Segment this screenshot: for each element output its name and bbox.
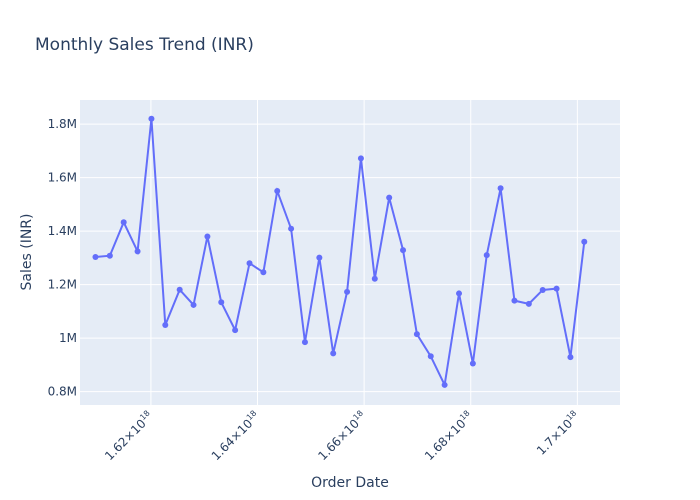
y-tick-label: 1M xyxy=(59,331,77,345)
data-point xyxy=(525,300,532,307)
data-point xyxy=(386,194,393,201)
data-point xyxy=(316,254,323,261)
plot-area xyxy=(80,100,620,405)
data-point xyxy=(553,285,560,292)
x-tick-labels: 1.62×1018 1.64×1018 1.66×1018 1.68×1018 1.7×… xyxy=(101,409,582,464)
data-point xyxy=(274,187,281,194)
data-point xyxy=(413,331,420,338)
data-points xyxy=(92,115,588,388)
data-point xyxy=(427,353,434,360)
data-point xyxy=(441,381,448,388)
y-tick-label: 1.2M xyxy=(48,278,77,292)
data-point xyxy=(567,354,574,361)
data-point xyxy=(162,322,169,329)
x-axis-title: Order Date xyxy=(311,475,389,491)
x-tick-label: 1.66×1018 xyxy=(315,409,370,464)
data-point xyxy=(204,233,211,240)
data-point xyxy=(357,155,364,162)
data-point xyxy=(371,275,378,282)
y-tick-labels: 0.8M 1M 1.2M 1.4M 1.6M 1.8M xyxy=(48,117,77,399)
x-tick-label: 1.7×1018 xyxy=(533,409,582,458)
data-point xyxy=(581,238,588,245)
data-point xyxy=(190,301,197,308)
data-point xyxy=(92,254,99,261)
data-point xyxy=(288,225,295,232)
y-tick-label: 1.6M xyxy=(48,171,77,185)
data-point xyxy=(511,297,518,304)
data-point xyxy=(246,260,253,267)
y-axis-title: Sales (INR) xyxy=(19,214,35,291)
data-point xyxy=(232,327,239,334)
chart-title: Monthly Sales Trend (INR) xyxy=(35,35,254,55)
data-point xyxy=(106,252,113,259)
data-point xyxy=(539,286,546,293)
y-gridlines xyxy=(80,123,620,393)
y-tick-label: 1.4M xyxy=(48,224,77,238)
x-tick-label: 1.68×1018 xyxy=(421,409,476,464)
data-point xyxy=(497,185,504,192)
data-point xyxy=(148,115,155,122)
data-point xyxy=(330,350,337,357)
data-point xyxy=(260,269,267,276)
data-point xyxy=(120,219,127,226)
data-point xyxy=(176,286,183,293)
data-point xyxy=(469,360,476,367)
data-point xyxy=(301,339,308,346)
data-point xyxy=(483,252,490,259)
data-point xyxy=(456,290,463,297)
y-tick-label: 0.8M xyxy=(48,385,77,399)
x-tick-label: 1.64×1018 xyxy=(208,409,263,464)
x-tick-label: 1.62×1018 xyxy=(101,409,156,464)
data-point xyxy=(400,247,407,254)
data-point xyxy=(218,299,225,306)
sales-line xyxy=(95,118,586,389)
data-point xyxy=(134,248,141,255)
data-point xyxy=(344,288,351,295)
y-tick-label: 1.8M xyxy=(48,117,77,131)
